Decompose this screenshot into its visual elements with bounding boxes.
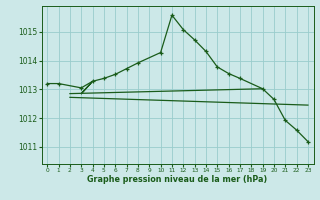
X-axis label: Graphe pression niveau de la mer (hPa): Graphe pression niveau de la mer (hPa) [87, 175, 268, 184]
